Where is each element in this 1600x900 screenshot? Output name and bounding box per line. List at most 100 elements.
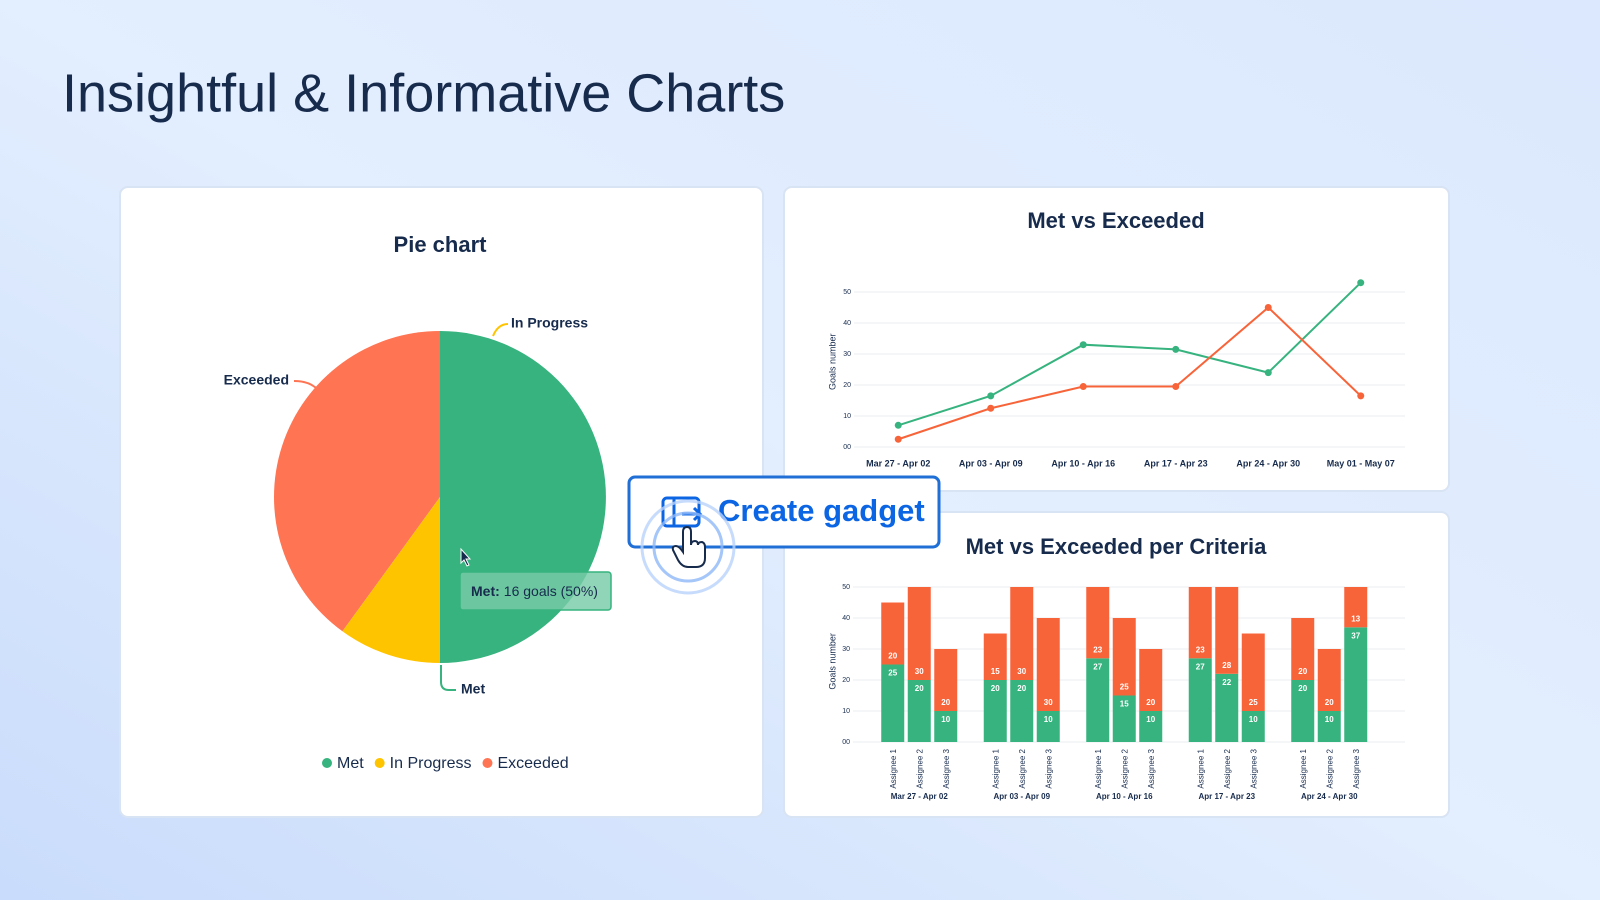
legend-marker: [482, 758, 493, 768]
bar-value-label: 28: [1222, 661, 1231, 670]
legend-marker: [322, 758, 332, 768]
line-point: [1264, 369, 1272, 377]
leader-line: [440, 665, 456, 691]
bar-value-label: 10: [1249, 715, 1258, 724]
bar-segment: [1036, 618, 1060, 711]
line-point: [894, 435, 902, 443]
bar-value-label: 20: [1146, 698, 1155, 707]
bar-segment: [1241, 633, 1265, 711]
leader-line: [293, 380, 319, 391]
bar-value-label: 10: [1325, 715, 1334, 724]
hand-cursor: [671, 525, 706, 568]
bar-value-label: 10: [1044, 715, 1053, 724]
button-label[interactable]: Create gadget: [718, 493, 925, 528]
y-tick-label: 40: [842, 615, 850, 622]
bar-segment: [1112, 618, 1136, 696]
bar-value-label: 23: [1093, 645, 1102, 654]
y-axis-title: Goals number: [827, 633, 837, 690]
line-point: [1079, 341, 1087, 349]
y-tick-label: 10: [843, 413, 851, 420]
x-tick-label: Assignee 1: [889, 748, 898, 788]
x-tick-label: Assignee 3: [1147, 748, 1156, 788]
y-tick-label: 20: [842, 677, 850, 684]
bar-value-label: 20: [888, 652, 897, 661]
legend-label: In Progress: [390, 755, 472, 772]
y-tick-label: 10: [842, 708, 850, 715]
bar-segment: [1112, 695, 1136, 742]
line-point: [987, 392, 995, 400]
bar-value-label: 13: [1351, 614, 1360, 623]
x-tick-label: Assignee 2: [1325, 748, 1334, 788]
bar-segment: [1317, 649, 1341, 711]
charts: Pie chart Met In Progress Exceeded Met In Pro…: [224, 208, 1405, 801]
x-tick-label: Assignee 2: [1223, 748, 1232, 788]
y-tick-label: 50: [842, 584, 850, 591]
tooltip-fill: [460, 572, 611, 610]
line-point: [1172, 345, 1180, 353]
bar-segment: [1344, 627, 1368, 742]
chart-title: Met vs Exceeded: [1027, 208, 1204, 233]
bar-segment: [983, 680, 1007, 742]
y-tick-label: 40: [843, 320, 851, 327]
bar-segment: [1086, 587, 1110, 659]
x-tick-label: Assignee 1: [1094, 748, 1103, 788]
bar-value-label: 10: [941, 715, 950, 724]
bar-segment: [934, 649, 958, 711]
bar-segment: [881, 602, 905, 665]
bar-value-label: 27: [1093, 662, 1102, 671]
bar-value-label: 20: [991, 684, 1000, 693]
x-tick-label: Assignee 1: [1196, 748, 1205, 788]
bar-value-label: 10: [1146, 715, 1155, 724]
bar-value-label: 30: [1044, 698, 1053, 707]
bar-value-label: 25: [1249, 698, 1258, 707]
legend-marker: [374, 758, 385, 768]
bar-value-label: 27: [1196, 662, 1205, 671]
tooltip-text: Met: 16 goals (50%): [471, 583, 598, 599]
tooltip: Met: 16 goals (50%): [459, 571, 612, 611]
bar-segment: [1215, 673, 1239, 742]
x-tick-label: Assignee 3: [1352, 748, 1361, 788]
bar-value-label: 22: [1222, 678, 1231, 687]
bar-segment: [1188, 658, 1212, 742]
pie-slice: [342, 497, 440, 663]
bar-value-label: 30: [1017, 667, 1026, 676]
bar-value-label: 37: [1351, 631, 1360, 640]
bar-value-label: 20: [1298, 667, 1307, 676]
bar-segment: [881, 664, 905, 742]
click-ring: [652, 511, 724, 583]
line-point: [894, 421, 902, 429]
x-tick-label: Assignee 3: [942, 748, 951, 788]
button-box[interactable]: [627, 475, 941, 549]
line-series: [897, 306, 1362, 441]
bar-value-label: 30: [915, 667, 924, 676]
x-tick-label: Assignee 2: [1120, 748, 1129, 788]
y-axis-title: Goals number: [827, 333, 837, 390]
bar-segment: [1010, 680, 1034, 742]
x-tick-label: Assignee 3: [1249, 748, 1258, 788]
bar-segment: [1010, 587, 1034, 680]
bar-segment: [1241, 711, 1265, 742]
create-gadget-button[interactable]: Create gadget: [627, 475, 941, 549]
bar-segment: [1188, 587, 1212, 659]
bar-value-label: 20: [941, 698, 950, 707]
x-tick-label: Assignee 2: [1018, 748, 1027, 788]
bar-value-label: 25: [1120, 683, 1129, 692]
page-title: Insightful & Informative Charts: [62, 63, 785, 123]
slice-label: Met: [461, 681, 485, 697]
bar-segment: [1139, 649, 1163, 711]
chart-title: Met vs Exceeded per Criteria: [966, 534, 1268, 559]
bar-value-label: 15: [1120, 700, 1129, 709]
bar-segment: [1036, 711, 1060, 742]
bar-value-label: 25: [888, 669, 897, 678]
bar-segment: [1291, 618, 1315, 680]
y-tick-label: 50: [843, 289, 851, 296]
legend-label: Met: [337, 755, 364, 772]
x-tick-label: Apr 17 - Apr 23: [1144, 458, 1208, 468]
bar-segment: [1086, 658, 1110, 742]
line-point: [1172, 383, 1180, 391]
bar-value-label: 23: [1196, 645, 1205, 654]
line-point: [1264, 304, 1272, 311]
x-tick-label: Assignee 2: [915, 748, 924, 788]
bar-value-label: 20: [915, 684, 924, 693]
